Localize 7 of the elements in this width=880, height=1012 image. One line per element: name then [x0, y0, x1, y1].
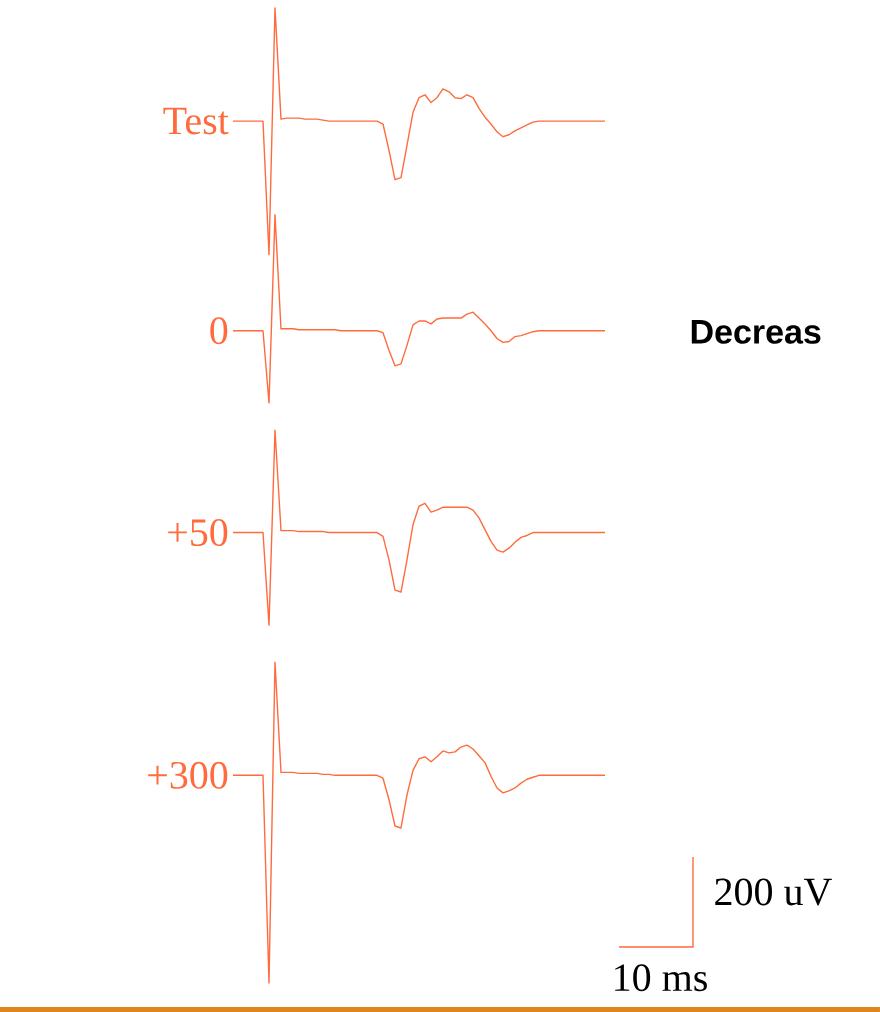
series-label: +300	[148, 761, 228, 789]
series-label: Test	[163, 107, 229, 135]
text: 200 uV	[715, 878, 832, 906]
text: Decreas	[691, 320, 821, 344]
text: 10 ms	[615, 964, 707, 992]
series-label: 0	[210, 317, 228, 345]
series-label: +50	[168, 519, 228, 547]
